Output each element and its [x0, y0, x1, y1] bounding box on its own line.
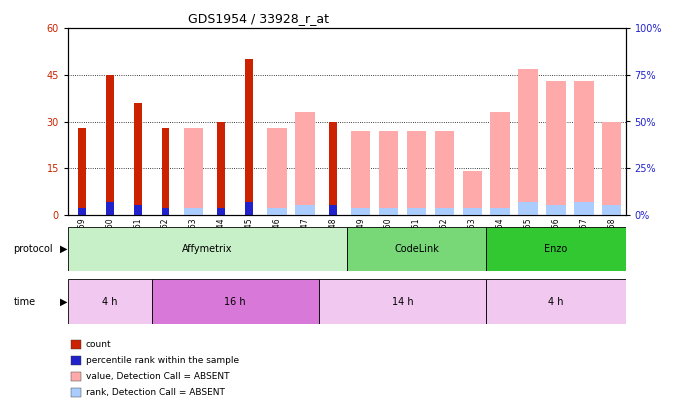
Bar — [518, 202, 538, 215]
Bar — [546, 81, 566, 215]
Bar — [218, 209, 225, 215]
Bar — [106, 75, 114, 215]
Bar — [245, 60, 253, 215]
Bar — [490, 209, 510, 215]
Text: Affymetrix: Affymetrix — [182, 244, 233, 254]
Bar — [329, 205, 337, 215]
Bar — [162, 128, 169, 215]
Bar — [379, 209, 398, 215]
Bar — [71, 388, 81, 397]
Bar — [486, 227, 626, 271]
Bar — [407, 131, 426, 215]
Bar — [267, 128, 287, 215]
Text: 16 h: 16 h — [224, 297, 246, 307]
Bar — [329, 122, 337, 215]
Text: rank, Detection Call = ABSENT: rank, Detection Call = ABSENT — [86, 388, 224, 397]
Bar — [347, 227, 486, 271]
Bar — [486, 279, 626, 324]
Text: percentile rank within the sample: percentile rank within the sample — [86, 356, 239, 365]
Text: count: count — [86, 340, 112, 349]
Bar — [134, 103, 141, 215]
Bar — [602, 205, 622, 215]
Text: GDS1954 / 33928_r_at: GDS1954 / 33928_r_at — [188, 12, 329, 25]
Bar — [435, 209, 454, 215]
Bar — [602, 122, 622, 215]
Bar — [295, 112, 315, 215]
Bar — [295, 205, 315, 215]
Text: ▶: ▶ — [59, 297, 67, 307]
Bar — [407, 209, 426, 215]
Bar — [71, 340, 81, 349]
Bar — [435, 131, 454, 215]
Bar — [106, 202, 114, 215]
Bar — [574, 202, 594, 215]
Text: protocol: protocol — [14, 244, 53, 254]
Text: CodeLink: CodeLink — [394, 244, 439, 254]
Text: 14 h: 14 h — [392, 297, 413, 307]
Bar — [351, 131, 371, 215]
Bar — [78, 209, 86, 215]
Bar — [546, 205, 566, 215]
Bar — [319, 279, 486, 324]
Bar — [245, 202, 253, 215]
Text: 4 h: 4 h — [102, 297, 118, 307]
Bar — [134, 205, 141, 215]
Bar — [574, 81, 594, 215]
Bar — [152, 279, 319, 324]
Bar — [78, 128, 86, 215]
Text: value, Detection Call = ABSENT: value, Detection Call = ABSENT — [86, 372, 229, 381]
Bar — [490, 112, 510, 215]
Bar — [162, 209, 169, 215]
Bar — [184, 128, 203, 215]
Text: Enzo: Enzo — [544, 244, 568, 254]
Bar — [462, 209, 482, 215]
Bar — [71, 356, 81, 365]
Text: time: time — [14, 297, 36, 307]
Bar — [267, 209, 287, 215]
Bar — [68, 279, 152, 324]
Bar — [462, 171, 482, 215]
Text: ▶: ▶ — [59, 244, 67, 254]
Bar — [379, 131, 398, 215]
Bar — [68, 227, 347, 271]
Bar — [71, 372, 81, 381]
Bar — [518, 69, 538, 215]
Bar — [218, 122, 225, 215]
Bar — [351, 209, 371, 215]
Bar — [184, 209, 203, 215]
Text: 4 h: 4 h — [548, 297, 564, 307]
